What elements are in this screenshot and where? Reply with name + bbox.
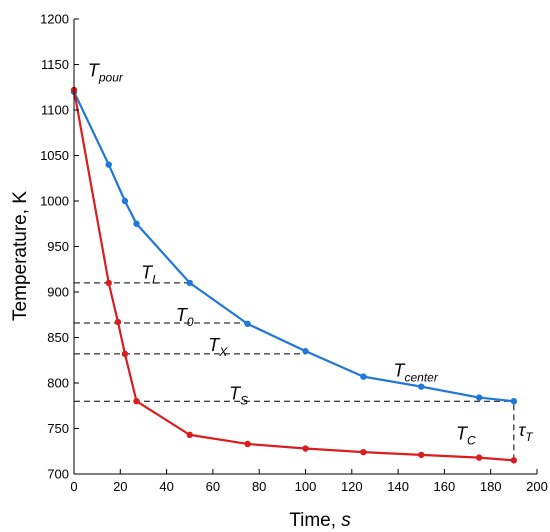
x-tick-label: 20 [113,479,127,494]
annotation-label: TX [208,335,228,359]
data-point [121,350,129,358]
series-layer [70,86,518,464]
data-point [418,383,425,390]
y-axis-title: Temperature, K [10,191,31,321]
x-ticks: 0 20 40 60 80 100 120 140 160 180 200 [70,469,548,494]
data-point [121,197,129,205]
y-tick-label: 850 [47,330,69,345]
y-tick-label: 750 [47,421,69,436]
y-tick-label: 700 [47,467,69,482]
y-tick-label: 900 [47,285,69,300]
y-tick-label: 800 [47,376,69,391]
data-point [475,394,483,401]
y-tick-label: 1200 [40,12,69,27]
data-point [360,448,367,456]
x-axis-title: Time, s [289,510,351,531]
x-tick-label: 60 [206,479,220,494]
y-tick-label: 1000 [40,194,69,209]
x-tick-label: 180 [480,479,502,494]
x-tick-label: 160 [434,479,456,494]
reference-lines [74,282,515,461]
x-tick-label: 40 [159,479,173,494]
data-point [133,220,140,227]
data-point [302,347,309,355]
y-ticks: 700 750 800 850 900 950 1000 1050 1100 1150 1200 [40,12,79,482]
x-tick-label: 120 [341,479,363,494]
series-C [70,86,518,464]
data-point [510,398,518,405]
data-point [105,161,112,168]
annotation-label: Tcenter [393,361,438,385]
x-tick-label: 140 [387,479,409,494]
data-point [105,279,112,287]
annotation-label: TL [141,262,159,286]
annotation-label: τT [518,420,534,444]
data-point [186,431,193,439]
data-point [244,320,251,328]
data-point [186,279,193,287]
x-tick-label: 0 [70,479,77,494]
series-center [70,88,518,405]
data-point [360,373,367,380]
annotation-label: Tpour [88,60,124,84]
data-point [475,454,483,461]
data-point [302,445,309,452]
x-tick-label: 100 [295,479,317,494]
series-line [73,91,514,403]
series-line [72,89,514,462]
y-tick-label: 950 [47,239,69,254]
data-point [114,318,122,326]
data-point [418,451,425,459]
annotation-label: TS [229,383,248,407]
annotation-label: T0 [176,305,194,329]
data-point [133,398,140,405]
data-point [510,457,518,464]
y-tick-label: 1050 [40,148,69,163]
data-point [244,440,251,448]
x-tick-label: 200 [526,479,548,494]
y-tick-label: 1150 [41,57,69,72]
annotation-label: TC [456,423,476,447]
y-tick-label: 1100 [41,103,69,118]
x-tick-label: 80 [252,479,266,494]
